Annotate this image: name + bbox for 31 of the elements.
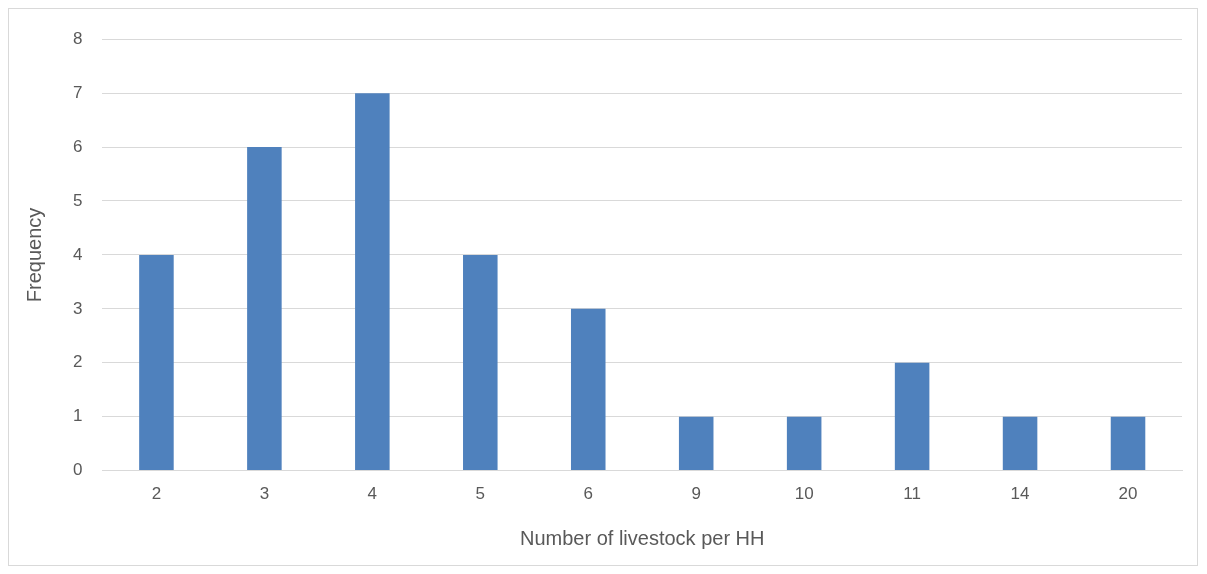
bar [1110,416,1146,471]
y-tick-label: 5 [72,190,83,210]
x-tick-label: 2 [151,484,162,504]
bar [139,254,174,471]
y-tick-label: 3 [72,298,83,318]
bar [894,362,930,471]
x-tick-label: 10 [794,484,814,504]
y-axis-title: Frequency [22,207,45,303]
bar [786,416,822,471]
x-tick-label: 4 [367,484,378,504]
x-tick-label: 9 [691,484,701,504]
x-tick-label: 3 [259,484,270,504]
bar [570,308,606,471]
y-tick-label: 8 [72,28,83,48]
y-tick-label: 4 [72,244,83,264]
bar [678,416,714,471]
y-tick-label: 2 [72,352,83,372]
x-tick-label: 20 [1118,484,1138,504]
x-axis-title: Number of livestock per HH [519,526,765,549]
bar [1002,416,1038,471]
bar [355,93,390,471]
bar [247,147,282,471]
x-tick-label: 6 [583,484,593,504]
y-tick-label: 7 [72,82,83,102]
y-tick-label: 0 [72,460,83,480]
y-tick-label: 1 [72,406,83,426]
x-tick-label: 5 [475,484,486,504]
x-tick-label: 14 [1010,484,1030,504]
x-tick-label: 11 [903,484,921,504]
bar [463,254,498,471]
y-tick-label: 6 [72,136,83,156]
